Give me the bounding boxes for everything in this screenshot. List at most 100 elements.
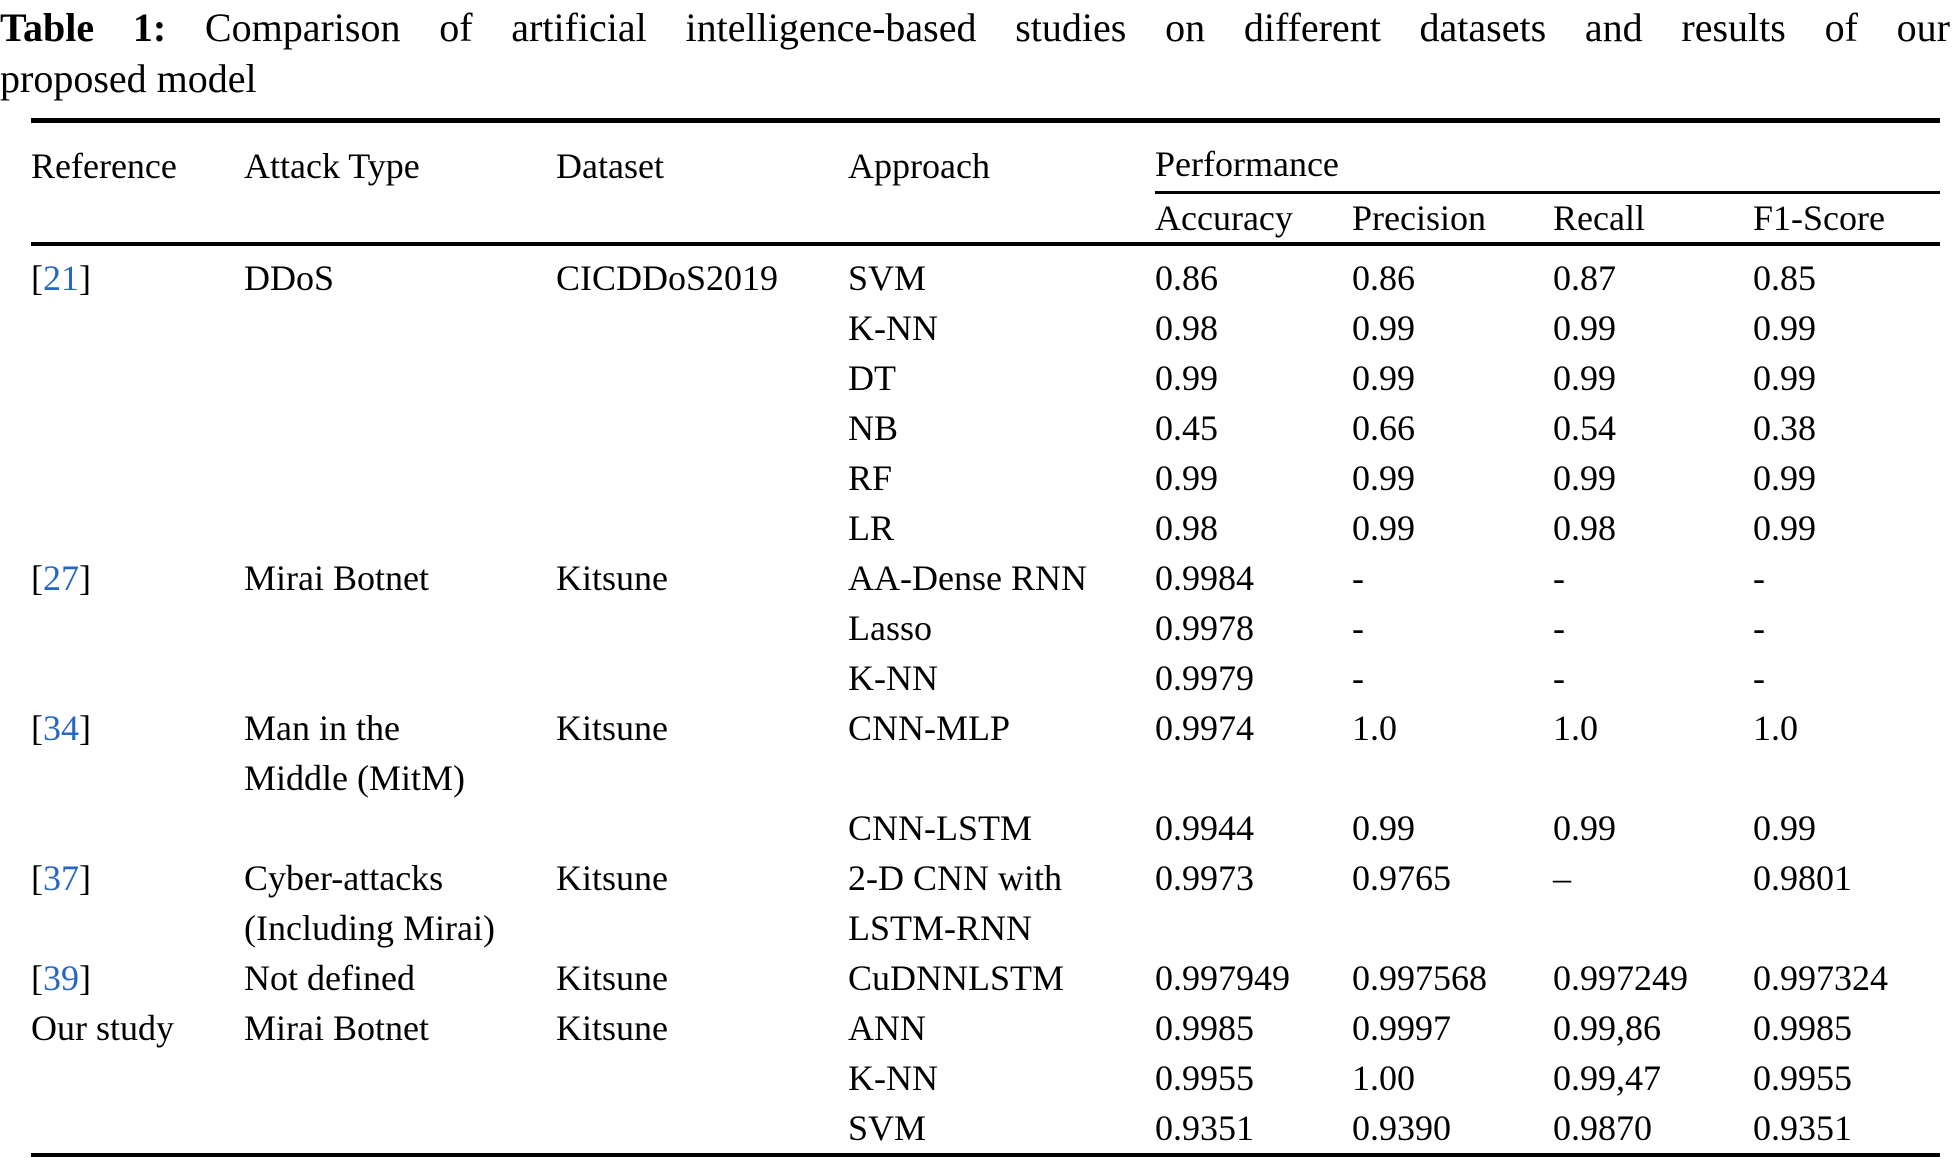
table-header: Reference Attack Type Dataset Approach P… [31, 120, 1941, 246]
citation-link[interactable]: 21 [43, 258, 79, 298]
f1-cell: - [1753, 608, 1765, 648]
attack-type-cell: Mirai Botnet [244, 558, 429, 598]
table-row: [39] Not defined Kitsune CuDNNLSTM 0.997… [31, 953, 1940, 1003]
header-dataset: Dataset [556, 145, 664, 186]
header-recall: Recall [1553, 192, 1753, 246]
precision-cell: 0.99 [1352, 308, 1415, 348]
precision-cell: 0.9765 [1352, 858, 1451, 898]
precision-cell: - [1352, 558, 1364, 598]
attack-type-cell [244, 653, 556, 703]
attack-type-cell [244, 503, 556, 553]
approach-line2: LSTM-RNN [848, 908, 1033, 948]
comparison-table: Reference Attack Type Dataset Approach P… [31, 118, 1941, 1157]
f1-cell: 0.85 [1753, 258, 1816, 298]
attack-type-cell [244, 603, 556, 653]
dataset-cell: Kitsune [556, 958, 668, 998]
header-attack-type: Attack Type [244, 145, 420, 186]
approach-cell: AA-Dense RNN [848, 558, 1087, 598]
recall-cell: 0.99,47 [1553, 1058, 1661, 1098]
accuracy-cell: 0.98 [1155, 508, 1218, 548]
recall-cell: 1.0 [1553, 708, 1598, 748]
approach-cell: CNN-LSTM [848, 808, 1033, 848]
citation-link[interactable]: 37 [43, 858, 79, 898]
reference-cell [31, 453, 244, 503]
reference-cell: [37] [31, 853, 244, 953]
accuracy-cell: 0.45 [1155, 408, 1218, 448]
reference-cell [31, 303, 244, 353]
attack-type-cell [244, 803, 556, 853]
recall-cell: 0.98 [1553, 508, 1616, 548]
attack-type-cell [244, 1053, 556, 1103]
f1-cell: - [1753, 558, 1765, 598]
ref-bracket-open: [ [31, 708, 43, 748]
precision-cell: 0.9390 [1352, 1108, 1451, 1148]
header-spacer-dataset [556, 192, 848, 246]
attack-type-cell: Cyber-attacks (Including Mirai) [244, 853, 556, 953]
ref-bracket-close: ] [79, 858, 91, 898]
attack-type-line1: Cyber-attacks [244, 858, 444, 898]
citation-link[interactable]: 34 [43, 708, 79, 748]
accuracy-cell: 0.9984 [1155, 558, 1254, 598]
table-row: SVM 0.9351 0.9390 0.9870 0.9351 [31, 1103, 1940, 1155]
table-row: DT 0.99 0.99 0.99 0.99 [31, 353, 1940, 403]
approach-line1: SVM [848, 258, 927, 298]
table-caption-line1: Table 1: Comparison of artificial intell… [0, 2, 1950, 53]
precision-cell: 0.99 [1352, 458, 1415, 498]
ref-bracket-open: [ [31, 958, 43, 998]
table-row: RF 0.99 0.99 0.99 0.99 [31, 453, 1940, 503]
recall-cell: 0.99,86 [1553, 1008, 1661, 1048]
header-f1-score: F1-Score [1753, 192, 1941, 246]
header-performance: Performance [1155, 120, 1941, 194]
citation-link[interactable]: 39 [43, 958, 79, 998]
precision-cell: 0.9997 [1352, 1008, 1451, 1048]
f1-cell: 0.99 [1753, 508, 1816, 548]
reference-cell [31, 503, 244, 553]
ref-bracket-close: ] [79, 258, 91, 298]
reference-cell: [34] [31, 703, 244, 803]
dataset-cell [556, 653, 848, 703]
recall-cell: 0.9870 [1553, 1108, 1652, 1148]
f1-cell: 0.997324 [1753, 958, 1888, 998]
reference-cell [31, 803, 244, 853]
ref-bracket-open: [ [31, 858, 43, 898]
attack-type-cell [244, 453, 556, 503]
citation-link[interactable]: 27 [43, 558, 79, 598]
f1-cell: 0.9955 [1753, 1058, 1852, 1098]
approach-cell: CNN-MLP [848, 708, 1011, 748]
dataset-cell: CICDDoS2019 [556, 258, 779, 298]
reference-cell [31, 603, 244, 653]
approach-cell: DT [848, 358, 896, 398]
recall-cell: 0.997249 [1553, 958, 1688, 998]
accuracy-cell: 0.86 [1155, 258, 1218, 298]
table-row: K-NN 0.9979 - - - [31, 653, 1940, 703]
accuracy-cell: 0.9978 [1155, 608, 1254, 648]
accuracy-cell: 0.9955 [1155, 1058, 1254, 1098]
accuracy-cell: 0.9979 [1155, 658, 1254, 698]
table-caption-line2: proposed model [0, 56, 257, 101]
ref-bracket-open: [ [31, 258, 43, 298]
approach-cell: K-NN [848, 308, 938, 348]
reference-cell: [21] [31, 244, 244, 303]
dataset-cell [556, 453, 848, 503]
ref-bracket-close: ] [79, 558, 91, 598]
approach-cell: CuDNNLSTM [848, 958, 1065, 998]
attack-type-cell: Mirai Botnet [244, 1008, 429, 1048]
accuracy-cell: 0.9974 [1155, 708, 1254, 748]
table-caption-label: Table 1: [0, 5, 167, 50]
precision-cell: 0.99 [1352, 358, 1415, 398]
recall-cell: - [1553, 658, 1565, 698]
ref-bracket-close: ] [79, 708, 91, 748]
approach-cell: ANN [848, 1008, 926, 1048]
ref-bracket-open: [ [31, 558, 43, 598]
precision-cell: 1.00 [1352, 1058, 1415, 1098]
recall-cell: 0.87 [1553, 258, 1616, 298]
table-body: [21] DDoS CICDDoS2019 SVM 0.86 0.86 0.87… [31, 244, 1940, 1155]
f1-cell: 0.9351 [1753, 1108, 1852, 1148]
f1-cell: - [1753, 658, 1765, 698]
f1-cell: 1.0 [1753, 708, 1798, 748]
accuracy-cell: 0.99 [1155, 458, 1218, 498]
reference-cell [31, 353, 244, 403]
attack-type-cell [244, 353, 556, 403]
dataset-cell: Kitsune [556, 858, 668, 898]
